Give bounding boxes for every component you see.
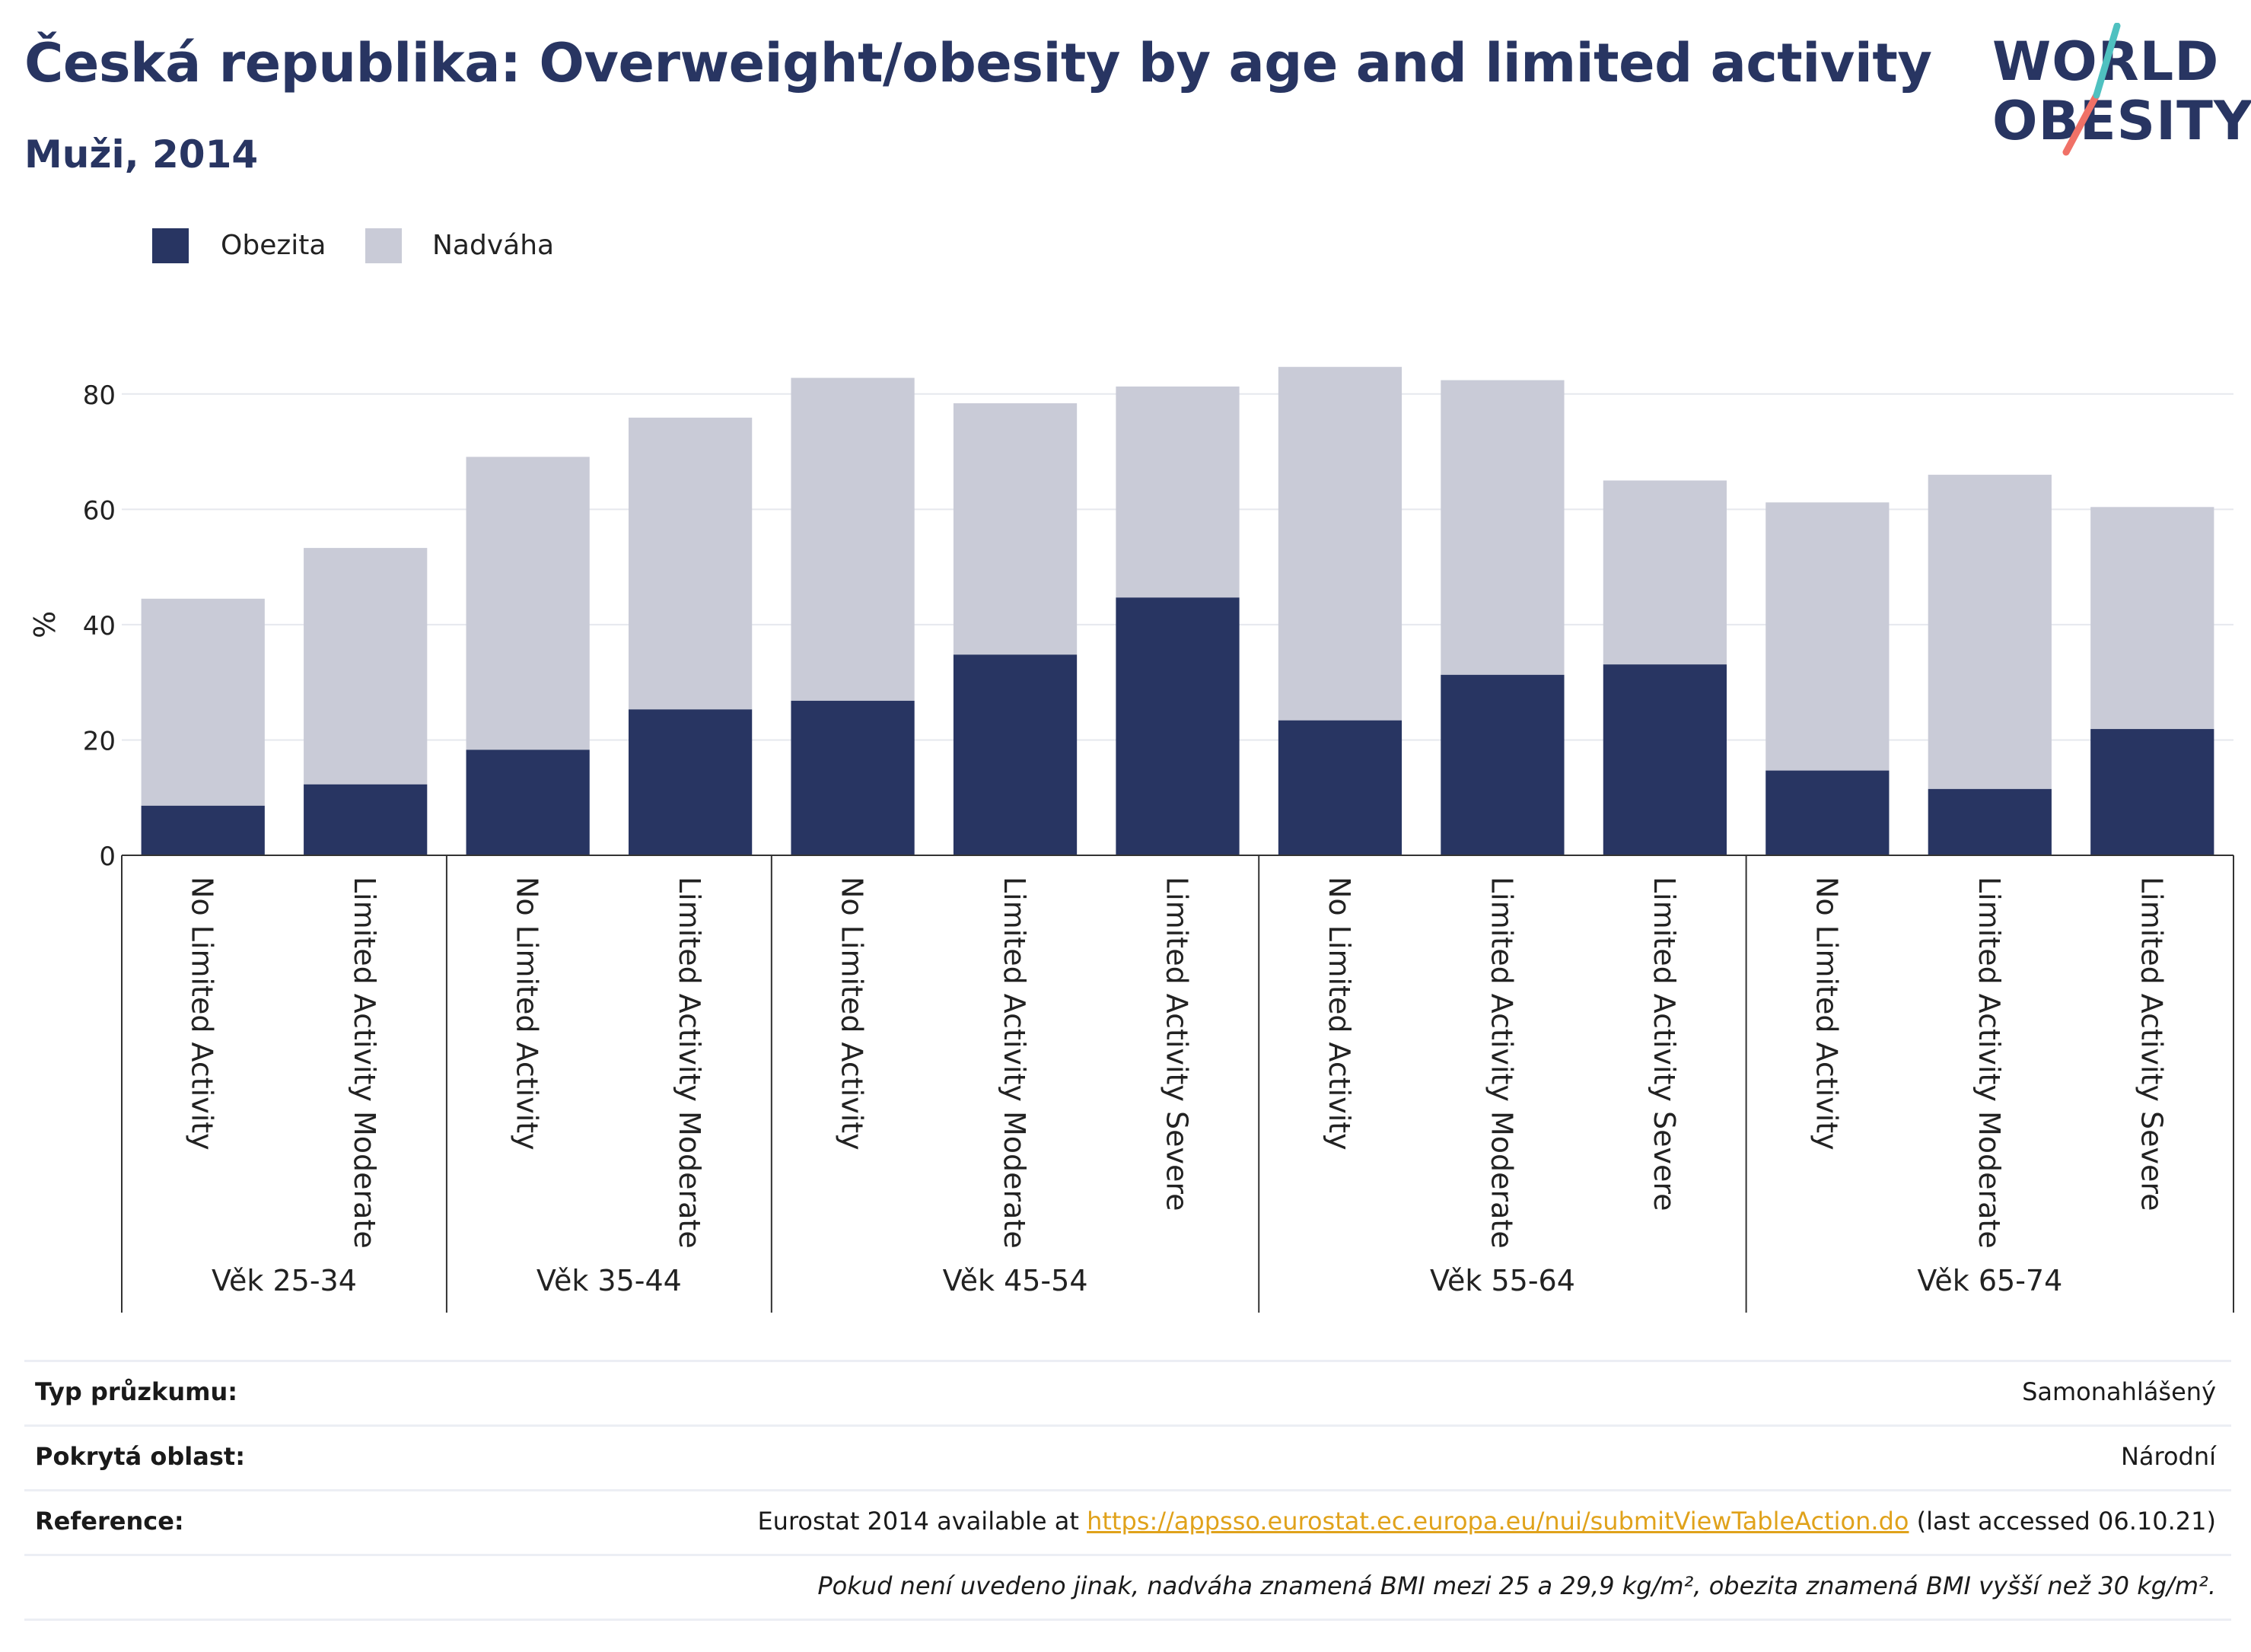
stacked-bar-chart: 0 20 40 60 80% No Limited Activity Limited Act…: [28, 367, 2234, 1313]
bar-nadvaha: [791, 377, 915, 701]
info-table: Typ průzkumu: Samonahlášený Pokrytá obla…: [24, 1360, 2231, 1621]
legend-swatch-obezita: [152, 228, 189, 263]
y-tick-label: 0: [99, 842, 116, 872]
bar-obezita: [304, 784, 428, 855]
bar-obezita: [1603, 664, 1727, 855]
coverage-label: Pokrytá oblast:: [35, 1442, 245, 1471]
bar-obezita: [1278, 720, 1402, 855]
bar-obezita: [1928, 788, 2052, 855]
survey-type-value: Samonahlášený: [2022, 1377, 2216, 1406]
coverage-value: Národní: [2120, 1442, 2216, 1471]
chart-subtitle: Muži, 2014: [24, 132, 259, 177]
bar-obezita: [2090, 729, 2214, 855]
reference-value: Eurostat 2014 available at https://appss…: [757, 1507, 2216, 1536]
x-category-label: No Limited Activity: [511, 877, 544, 1151]
y-tick-label: 80: [83, 380, 116, 411]
bar-obezita: [629, 709, 753, 855]
x-group-label: Věk 55-64: [1430, 1264, 1575, 1297]
bar-nadvaha: [304, 548, 428, 785]
reference-prefix: Eurostat 2014 available at: [757, 1507, 1087, 1536]
bar-nadvaha: [1928, 474, 2052, 789]
info-row-note: Pokud není uvedeno jinak, nadváha znamen…: [24, 1554, 2231, 1621]
reference-link[interactable]: https://appsso.eurostat.ec.europa.eu/nui…: [1087, 1507, 1909, 1536]
bar-obezita: [141, 805, 265, 855]
x-group-label: Věk 45-54: [943, 1264, 1088, 1297]
bar-nadvaha: [141, 598, 265, 806]
bar-nadvaha: [1278, 367, 1402, 721]
legend-label-obezita: Obezita: [221, 230, 326, 261]
x-category-label: Limited Activity Severe: [2135, 877, 2168, 1211]
bar-obezita: [1441, 674, 1565, 855]
bmi-note: Pokud není uvedeno jinak, nadváha znamen…: [817, 1571, 2216, 1600]
bar-obezita: [1116, 597, 1240, 855]
world-obesity-logo: WORLD OBESITY: [1971, 23, 2251, 160]
info-row-survey-type: Typ průzkumu: Samonahlášený: [24, 1360, 2231, 1424]
bar-nadvaha: [466, 457, 590, 750]
survey-type-label: Typ průzkumu:: [35, 1377, 238, 1406]
y-tick-label: 40: [83, 611, 116, 641]
x-category-label: No Limited Activity: [1323, 877, 1356, 1151]
bar-nadvaha: [1603, 480, 1727, 665]
x-category-label: Limited Activity Moderate: [1485, 877, 1518, 1249]
x-category-label: Limited Activity Severe: [1648, 877, 1681, 1211]
x-category-label: No Limited Activity: [1810, 877, 1843, 1151]
x-category-label: No Limited Activity: [186, 877, 219, 1151]
x-category-label: No Limited Activity: [836, 877, 869, 1151]
x-group-label: Věk 65-74: [1917, 1264, 2062, 1297]
y-tick-label: 20: [83, 726, 116, 756]
y-tick-label: 60: [83, 495, 116, 526]
x-category-label: Limited Activity Severe: [1161, 877, 1194, 1211]
x-group-label: Věk 25-34: [212, 1264, 357, 1297]
x-group-label: Věk 35-44: [536, 1264, 682, 1297]
reference-label: Reference:: [35, 1507, 184, 1536]
legend-label-nadvaha: Nadváha: [432, 230, 555, 261]
x-category-label: Limited Activity Moderate: [673, 877, 706, 1249]
bar-nadvaha: [629, 417, 753, 710]
bar-nadvaha: [1765, 502, 1890, 771]
bar-obezita: [1765, 770, 1890, 855]
info-row-reference: Reference: Eurostat 2014 available at ht…: [24, 1489, 2231, 1554]
logo-slash-icon: [2062, 23, 2121, 156]
x-category-label: Limited Activity Moderate: [998, 877, 1031, 1249]
bar-nadvaha: [1116, 386, 1240, 598]
x-category-label: Limited Activity Moderate: [1972, 877, 2006, 1249]
chart-title: Česká republika: Overweight/obesity by a…: [24, 32, 1932, 94]
reference-suffix: (last accessed 06.10.21): [1909, 1507, 2216, 1536]
legend-swatch-nadvaha: [365, 228, 402, 263]
x-category-label: Limited Activity Moderate: [348, 877, 381, 1249]
bar-nadvaha: [2090, 507, 2214, 730]
bar-nadvaha: [953, 403, 1078, 655]
bar-obezita: [953, 654, 1078, 855]
info-row-coverage: Pokrytá oblast: Národní: [24, 1424, 2231, 1489]
bar-obezita: [791, 700, 915, 855]
bar-obezita: [466, 750, 590, 855]
y-axis-label: %: [28, 611, 62, 638]
logo-line-2: OBESITY: [1992, 90, 2251, 152]
bar-nadvaha: [1441, 380, 1565, 675]
